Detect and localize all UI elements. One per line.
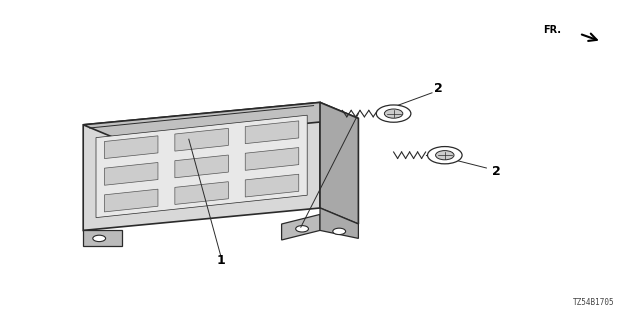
Polygon shape — [104, 163, 158, 185]
Polygon shape — [175, 128, 228, 151]
Polygon shape — [83, 102, 358, 141]
Polygon shape — [175, 182, 228, 204]
Circle shape — [296, 226, 308, 232]
Polygon shape — [83, 230, 122, 246]
Text: 2: 2 — [492, 165, 500, 178]
Polygon shape — [83, 102, 320, 230]
Polygon shape — [245, 174, 299, 197]
Polygon shape — [320, 208, 358, 238]
Polygon shape — [104, 136, 158, 159]
Polygon shape — [96, 115, 307, 218]
Text: 2: 2 — [434, 82, 443, 94]
Text: FR.: FR. — [543, 25, 561, 36]
Polygon shape — [104, 189, 158, 212]
Text: 1: 1 — [216, 254, 225, 267]
Polygon shape — [175, 155, 228, 178]
Circle shape — [428, 147, 462, 164]
Circle shape — [93, 235, 106, 242]
Circle shape — [376, 105, 411, 122]
Polygon shape — [320, 102, 358, 224]
Polygon shape — [282, 214, 320, 240]
Polygon shape — [245, 121, 299, 144]
Circle shape — [385, 109, 403, 118]
Text: TZ54B1705: TZ54B1705 — [573, 298, 614, 307]
Polygon shape — [245, 148, 299, 170]
Circle shape — [333, 228, 346, 235]
Circle shape — [436, 151, 454, 160]
